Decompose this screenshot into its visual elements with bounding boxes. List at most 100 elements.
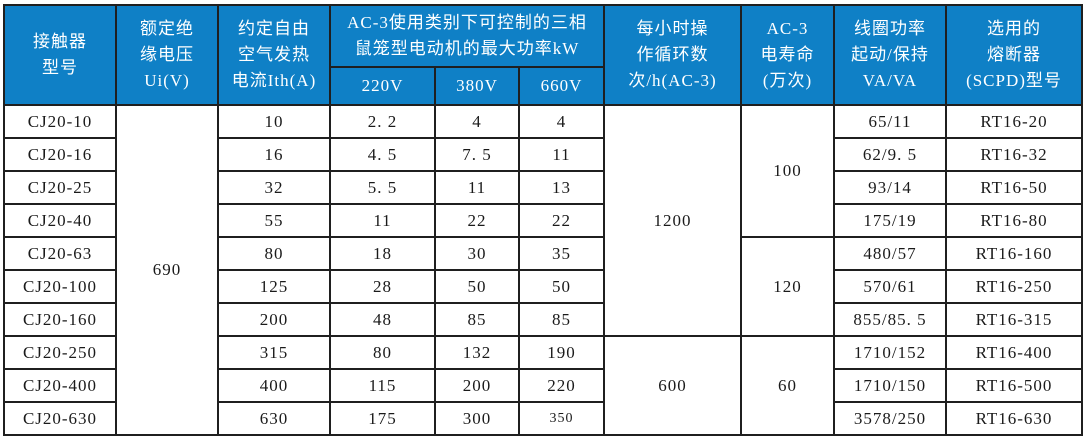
table-cell: 200 (217, 302, 331, 337)
table-cell: 115 (329, 368, 436, 403)
table-cell: 2. 2 (329, 104, 436, 139)
model-cell: CJ20-40 (3, 203, 117, 238)
model-cell: CJ20-63 (3, 236, 117, 271)
table-cell: 690 (115, 104, 219, 436)
table-cell: 32 (217, 170, 331, 205)
table-body: CJ20-10 690 10 2. 2 4 4 1200 100 65/11 RT16-20 CJ2… (3, 104, 1083, 436)
table-cell: 4 (434, 104, 520, 139)
table-cell: 30 (434, 236, 520, 271)
table-cell: 315 (217, 335, 331, 370)
table-cell: 300 (434, 401, 520, 436)
table-cell: 55 (217, 203, 331, 238)
table-row: CJ20-400 400 115 200 220 1710/150 RT16-500 (3, 368, 1083, 403)
table-cell: RT16-160 (945, 236, 1083, 271)
table-cell: 10 (217, 104, 331, 139)
table-cell: 120 (740, 236, 835, 337)
table-cell: 570/61 (833, 269, 947, 304)
table-cell: 200 (434, 368, 520, 403)
table-cell: 85 (434, 302, 520, 337)
table-cell: 190 (518, 335, 605, 370)
table-cell: 85 (518, 302, 605, 337)
header-cell: 选用的 熔断器 (SCPD)型号 (945, 4, 1083, 106)
table-cell: 400 (217, 368, 331, 403)
table-cell: 1200 (603, 104, 742, 337)
model-cell: CJ20-250 (3, 335, 117, 370)
header-cell: 约定自由 空气发热 电流Ith(A) (217, 4, 331, 106)
table-cell: 175 (329, 401, 436, 436)
table-row: CJ20-63 80 18 30 35 120 480/57 RT16-160 (3, 236, 1083, 337)
table-cell: 16 (217, 137, 331, 172)
table-row: CJ20-630 630 175 300 350 3578/250 RT16-630 (3, 401, 1083, 436)
table-cell: 600 (603, 335, 742, 436)
table-cell: 60 (740, 335, 835, 436)
model-cell: CJ20-25 (3, 170, 117, 205)
table-cell: 175/19 (833, 203, 947, 238)
table-cell: RT16-32 (945, 137, 1083, 172)
model-cell: CJ20-10 (3, 104, 117, 139)
table-row: CJ20-16 16 4. 5 7. 5 11 62/9. 5 RT16-32 (3, 137, 1083, 172)
table-cell: 4 (518, 104, 605, 139)
table-cell: 855/85. 5 (833, 302, 947, 337)
header-row-voltages: 220V 380V 660V (4, 66, 1082, 106)
table-cell: 132 (434, 335, 520, 370)
table-cell: 62/9. 5 (833, 137, 947, 172)
table-cell: RT16-500 (945, 368, 1083, 403)
table-row: CJ20-250 315 80 132 190 600 60 1710/152 RT16-400 (3, 335, 1083, 436)
table-row: CJ20-40 55 11 22 22 175/19 RT16-80 (3, 203, 1083, 238)
model-cell: CJ20-16 (3, 137, 117, 172)
table-cell: 220 (518, 368, 605, 403)
model-cell: CJ20-160 (3, 302, 117, 337)
table-cell: 13 (518, 170, 605, 205)
table-cell: RT16-400 (945, 335, 1083, 370)
table-cell: 125 (217, 269, 331, 304)
header-row-main: 接触器 型号 额定绝 缘电压 Ui(V) 约定自由 空气发热 电流Ith(A) AC-… (3, 4, 1083, 106)
model-cell: CJ20-630 (3, 401, 117, 436)
table-cell: 48 (329, 302, 436, 337)
table-cell: RT16-80 (945, 203, 1083, 238)
table-cell: 1710/150 (833, 368, 947, 403)
table-cell: 28 (329, 269, 436, 304)
table-cell: 11 (518, 137, 605, 172)
header-cell: 额定绝 缘电压 Ui(V) (115, 4, 219, 106)
table-cell: RT16-315 (945, 302, 1083, 337)
table-cell: 50 (518, 269, 605, 304)
table-cell: 93/14 (833, 170, 947, 205)
table-cell: 35 (518, 236, 605, 271)
table-header: 接触器 型号 额定绝 缘电压 Ui(V) 约定自由 空气发热 电流Ith(A) AC-… (3, 4, 1083, 106)
table-cell: 5. 5 (329, 170, 436, 205)
table-cell: 4. 5 (329, 137, 436, 172)
table-cell: 22 (434, 203, 520, 238)
subheader-cell: 380V (434, 66, 520, 106)
subheader-cell: 220V (329, 66, 436, 106)
table-cell: 50 (434, 269, 520, 304)
contactor-spec-table: 接触器 型号 额定绝 缘电压 Ui(V) 约定自由 空气发热 电流Ith(A) AC-… (3, 4, 1083, 436)
table-cell: 630 (217, 401, 331, 436)
table-cell: 480/57 (833, 236, 947, 271)
table-cell: 7. 5 (434, 137, 520, 172)
table-cell: 80 (329, 335, 436, 370)
table-cell: 11 (329, 203, 436, 238)
model-cell: CJ20-400 (3, 368, 117, 403)
table-cell: 100 (740, 104, 835, 238)
table-cell: 350 (518, 401, 605, 436)
table-cell: 18 (329, 236, 436, 271)
table-cell: 80 (217, 236, 331, 271)
table-row: CJ20-25 32 5. 5 11 13 93/14 RT16-50 (3, 170, 1083, 205)
header-cell: 接触器 型号 (3, 4, 117, 106)
table-cell: 1710/152 (833, 335, 947, 370)
table-cell: 65/11 (833, 104, 947, 139)
table-row: CJ20-10 690 10 2. 2 4 4 1200 100 65/11 RT16-20 (3, 104, 1083, 436)
table-row: CJ20-100 125 28 50 50 570/61 RT16-250 (3, 269, 1083, 304)
header-cell: AC-3 电寿命 (万次) (740, 4, 835, 106)
table-cell: RT16-50 (945, 170, 1083, 205)
table-row: CJ20-160 200 48 85 85 855/85. 5 RT16-315 (3, 302, 1083, 337)
header-cell: AC-3使用类别下可控制的三相 鼠笼型电动机的最大功率kW (329, 4, 605, 68)
subheader-cell: 660V (518, 66, 605, 106)
table-cell: 11 (434, 170, 520, 205)
header-cell: 线圈功率 起动/保持 VA/VA (833, 4, 947, 106)
model-cell: CJ20-100 (3, 269, 117, 304)
table-cell: RT16-20 (945, 104, 1083, 139)
table-cell: 22 (518, 203, 605, 238)
table-cell: 3578/250 (833, 401, 947, 436)
table-cell: RT16-250 (945, 269, 1083, 304)
